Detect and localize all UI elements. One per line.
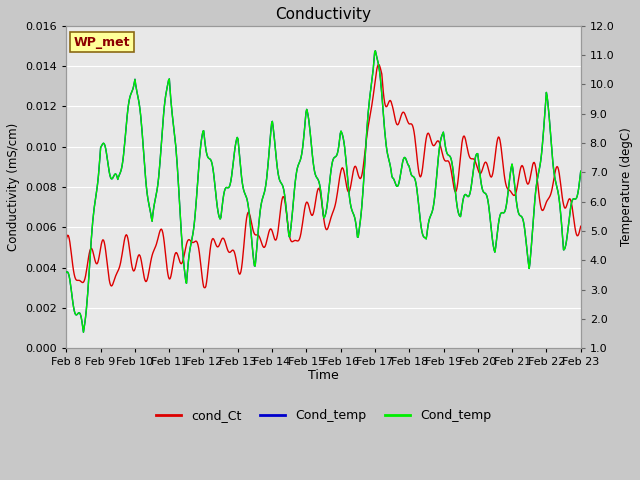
Title: Conductivity: Conductivity — [275, 7, 371, 22]
Legend: cond_Ct, Cond_temp, Cond_temp: cond_Ct, Cond_temp, Cond_temp — [151, 404, 496, 427]
Text: WP_met: WP_met — [74, 36, 131, 48]
X-axis label: Time: Time — [308, 369, 339, 382]
Y-axis label: Conductivity (mS/cm): Conductivity (mS/cm) — [7, 123, 20, 251]
Y-axis label: Temperature (degC): Temperature (degC) — [620, 128, 633, 246]
